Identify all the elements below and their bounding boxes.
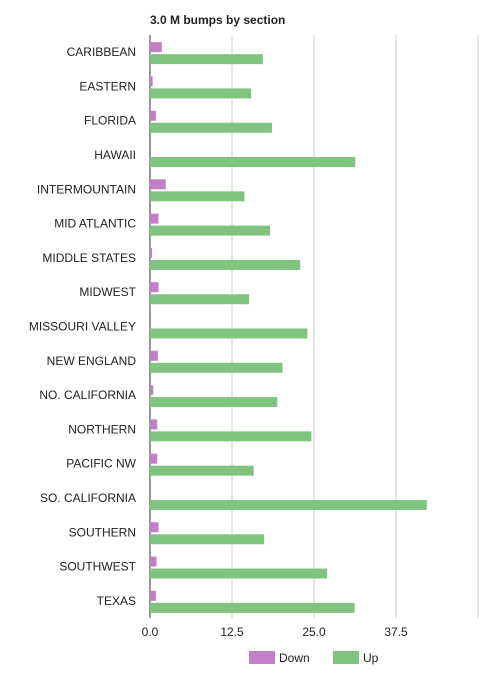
legend: Down Up [249, 651, 379, 665]
bar-up [150, 465, 254, 476]
bar-up [150, 191, 245, 202]
category-label: INTERMOUNTAIN [37, 182, 136, 196]
category-labels: CARIBBEAN EASTERN FLORIDA HAWAII INTERMOUNTA… [29, 45, 137, 608]
category-label: SO. CALIFORNIA [40, 491, 136, 505]
bars-layer [150, 42, 427, 613]
bar-up [150, 225, 271, 236]
bar-down [150, 213, 159, 224]
category-label: MIDDLE STATES [42, 251, 136, 265]
bar-up [150, 568, 328, 579]
category-label: NO. CALIFORNIA [39, 388, 136, 402]
bar-down [150, 110, 156, 121]
category-label: FLORIDA [84, 114, 136, 128]
bar-down [150, 76, 153, 87]
category-label: NORTHERN [68, 422, 136, 436]
bar-up [150, 397, 278, 408]
bar-down [150, 453, 158, 464]
category-label: SOUTHERN [69, 525, 136, 539]
category-label: MIDWEST [79, 285, 136, 299]
bar-down [150, 282, 159, 293]
legend-label: Up [363, 651, 379, 665]
bar-down [150, 350, 158, 361]
category-label: PACIFIC NW [66, 457, 136, 471]
x-axis-ticks: 0.0 12.5 25.0 37.5 [142, 625, 408, 639]
bar-up [150, 259, 301, 270]
bar-up [150, 54, 263, 65]
x-tick-label: 37.5 [384, 625, 408, 639]
category-label: NEW ENGLAND [47, 354, 137, 368]
bar-down [150, 590, 156, 601]
bar-up [150, 88, 252, 99]
category-label: HAWAII [94, 148, 136, 162]
bar-up [150, 157, 356, 168]
bar-down [150, 556, 157, 567]
x-tick-label: 12.5 [220, 625, 244, 639]
grid-layer [149, 35, 479, 618]
bar-up [150, 499, 427, 510]
category-label: CARIBBEAN [67, 45, 136, 59]
legend-swatch [333, 651, 359, 664]
bar-down [150, 522, 159, 533]
bar-up [150, 602, 355, 613]
bar-down [150, 247, 152, 258]
legend-swatch [249, 651, 275, 664]
category-label: EASTERN [79, 79, 136, 93]
x-tick-label: 25.0 [302, 625, 326, 639]
bar-down [150, 419, 158, 430]
bar-up [150, 294, 250, 305]
category-label: TEXAS [97, 594, 136, 608]
bar-up [150, 328, 308, 339]
chart-title: 3.0 M bumps by section [150, 13, 285, 27]
x-tick-label: 0.0 [142, 625, 159, 639]
bar-up [150, 431, 312, 442]
legend-label: Down [279, 651, 310, 665]
bar-down [150, 42, 162, 53]
bar-down [150, 179, 166, 190]
bar-up [150, 122, 273, 133]
category-label: MISSOURI VALLEY [29, 320, 136, 334]
bar-up [150, 534, 265, 545]
category-label: SOUTHWEST [59, 560, 136, 574]
bar-up [150, 362, 283, 373]
category-label: MID ATLANTIC [54, 217, 136, 231]
bar-down [150, 385, 154, 396]
